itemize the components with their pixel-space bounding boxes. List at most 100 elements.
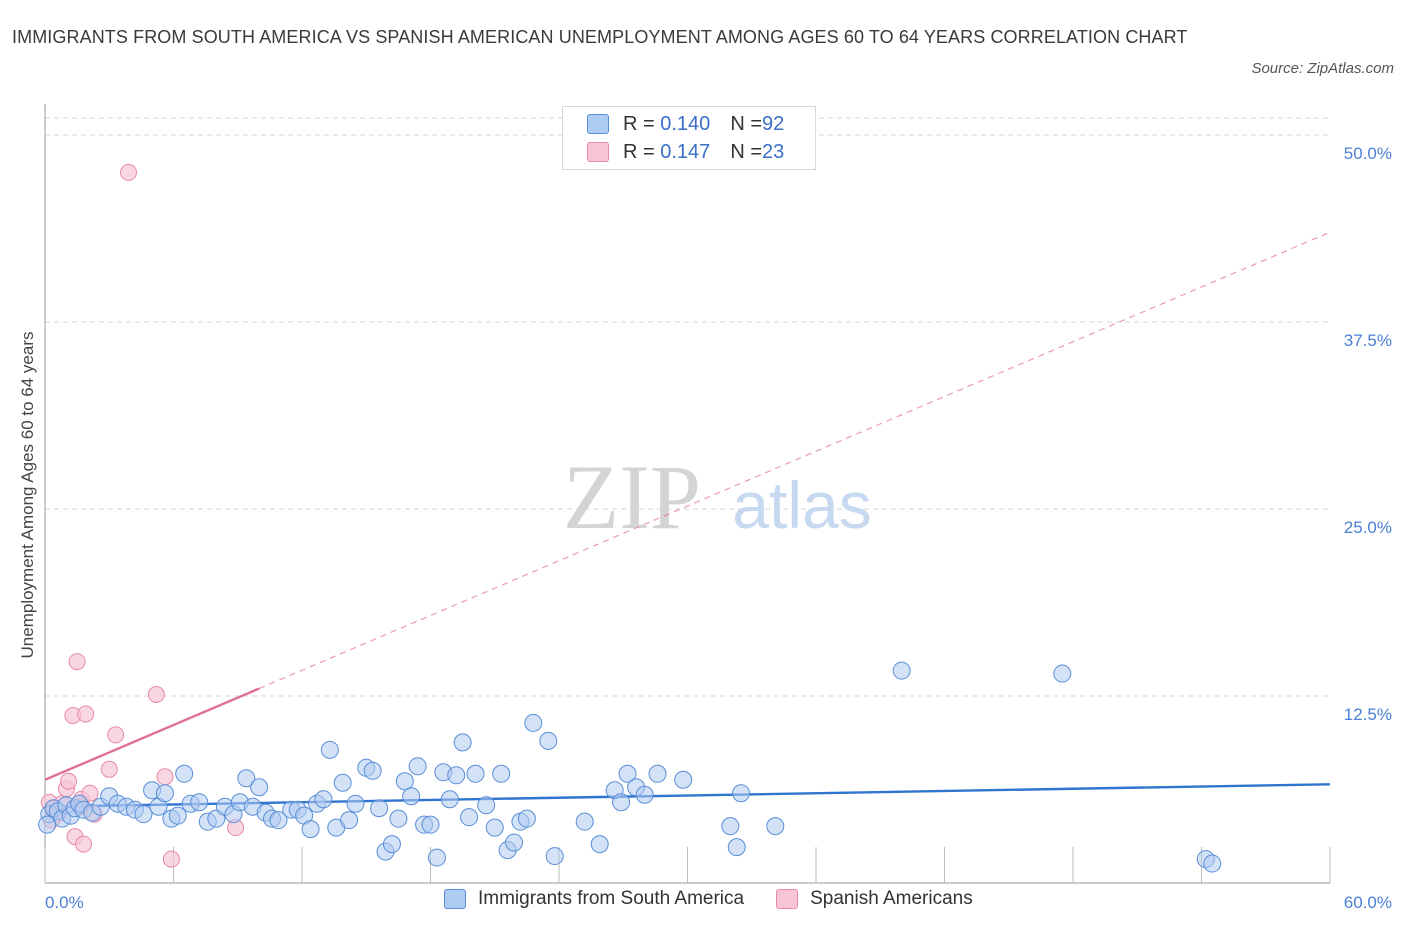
point-immigrants-57 [427,848,446,867]
point-immigrants-80 [635,785,654,804]
point-spanish-19 [156,768,174,786]
legend-n-value: 23 [762,140,785,163]
point-immigrants-90 [1203,854,1222,873]
x-tick-label-max: 60.0% [1344,893,1392,912]
legend-swatch-pink [776,889,799,909]
y-tick-label-3: 50.0% [1344,144,1392,163]
source-credit: Source: ZipAtlas.com [1251,60,1394,77]
legend-item-spanish: Spanish Americans [776,888,973,910]
y-axis-label: Unemployment Among Ages 60 to 64 years [18,332,37,659]
point-immigrants-72 [539,731,558,750]
point-spanish-8 [68,653,86,671]
legend-row-series2: R = 0.147 N = 23 [587,138,784,166]
point-immigrants-71 [524,713,543,732]
x-tick-label-min: 0.0% [45,893,84,912]
point-immigrants-73 [545,847,564,866]
point-immigrants-64 [477,796,496,815]
legend-r-value: 0.140 [660,112,711,135]
point-immigrants-56 [421,815,440,834]
legend-label-immigrants: Immigrants from South America [478,888,745,909]
point-immigrants-41 [320,740,339,759]
point-immigrants-88 [1053,664,1072,683]
point-spanish-5 [60,772,78,790]
point-immigrants-48 [370,799,389,818]
legend-item-immigrants: Immigrants from South America [444,888,744,910]
point-immigrants-40 [314,790,333,809]
point-immigrants-54 [408,757,427,776]
legend-n-value: 92 [762,112,785,135]
point-immigrants-81 [648,764,667,783]
point-immigrants-15 [134,805,153,824]
watermark-atlas: atlas [732,468,871,542]
point-immigrants-75 [590,835,609,854]
point-immigrants-50 [382,835,401,854]
point-spanish-17 [120,163,138,181]
legend-swatch-pink [587,142,609,162]
point-immigrants-21 [175,764,194,783]
y-tick-label-0: 12.5% [1344,705,1392,724]
point-spanish-16 [107,726,125,744]
y-tick-label-2: 37.5% [1344,331,1392,350]
point-immigrants-23 [190,793,209,812]
point-spanish-13 [81,784,99,802]
point-immigrants-86 [766,817,785,836]
watermark-zip: ZIP [563,446,701,548]
series-legend: Immigrants from South America Spanish Am… [444,888,1005,910]
point-immigrants-83 [721,817,740,836]
point-immigrants-43 [333,773,352,792]
point-immigrants-91 [38,815,57,834]
point-immigrants-52 [395,772,414,791]
y-tick-label-1: 25.0% [1344,518,1392,537]
trend-line-spanish-solid [44,687,260,781]
point-immigrants-87 [892,661,911,680]
point-immigrants-60 [447,766,466,785]
stats-legend: R = 0.140 N = 92 R = 0.147 N = 23 [562,106,816,170]
legend-n-label: N = [730,112,762,135]
point-immigrants-68 [505,833,524,852]
legend-r-label: R = [623,112,655,135]
point-immigrants-53 [402,787,421,806]
watermark: ZIP atlas [563,446,872,548]
legend-swatch-blue [444,889,466,909]
axes [44,104,1331,884]
point-spanish-20 [162,850,180,868]
point-immigrants-84 [727,838,746,857]
point-immigrants-74 [575,812,594,831]
point-immigrants-61 [453,733,472,752]
point-immigrants-29 [237,769,256,788]
legend-r-label: R = [623,140,655,163]
legend-label-spanish: Spanish Americans [810,888,973,909]
point-immigrants-44 [340,811,359,830]
data-points [38,163,1222,873]
gridlines [45,117,1330,697]
tick-labels: 12.5% 25.0% 37.5% 50.0% 0.0% 60.0% [45,144,1392,912]
point-immigrants-82 [674,770,693,789]
point-spanish-15 [100,760,118,778]
point-immigrants-38 [301,820,320,839]
point-immigrants-85 [732,784,751,803]
point-immigrants-66 [492,764,511,783]
legend-r-value: 0.147 [660,140,711,163]
point-immigrants-45 [346,794,365,813]
point-immigrants-31 [250,778,269,797]
point-immigrants-62 [460,808,479,827]
point-immigrants-20 [168,806,187,825]
point-immigrants-63 [466,764,485,783]
point-spanish-12 [77,705,95,723]
point-immigrants-34 [269,811,288,830]
point-spanish-11 [75,835,93,853]
point-immigrants-51 [389,809,408,828]
legend-n-label: N = [730,140,762,163]
point-immigrants-65 [485,818,504,837]
point-immigrants-59 [440,790,459,809]
point-immigrants-70 [517,809,536,828]
legend-row-series1: R = 0.140 N = 92 [587,110,784,138]
legend-swatch-blue [587,114,609,134]
point-immigrants-77 [612,793,631,812]
point-spanish-18 [147,686,165,704]
point-immigrants-18 [155,784,174,803]
point-immigrants-78 [618,764,637,783]
chart-title: IMMIGRANTS FROM SOUTH AMERICA VS SPANISH… [12,27,1188,47]
trend-line-spanish-dashed [258,231,1331,690]
